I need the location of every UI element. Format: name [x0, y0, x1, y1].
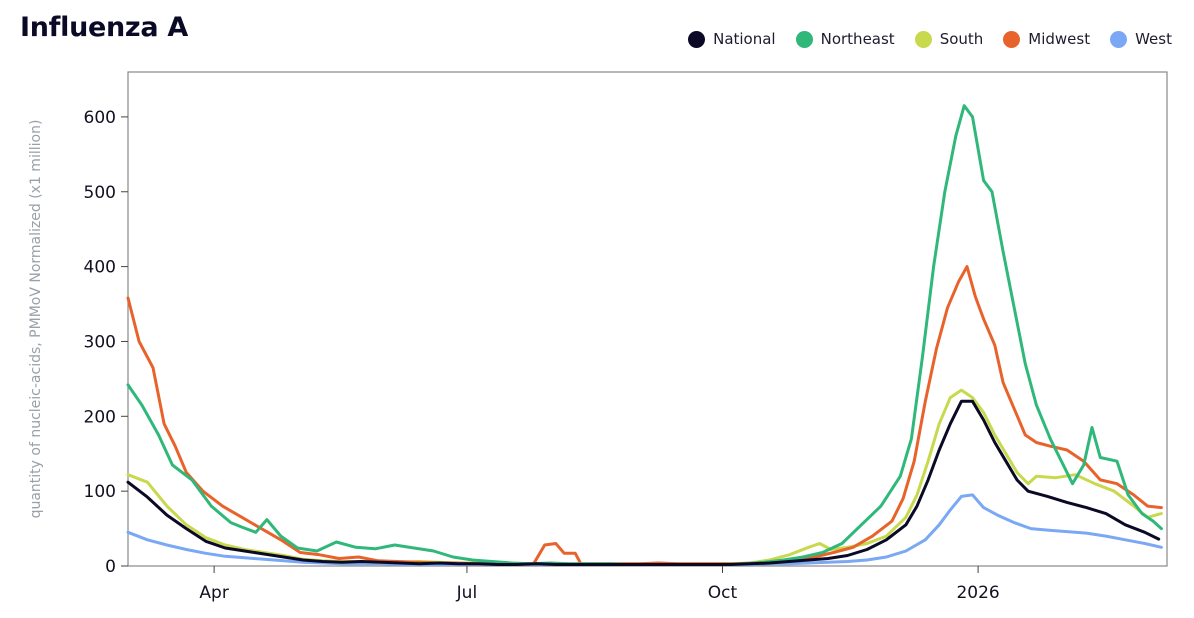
x-tick-label-1: Jul [456, 583, 478, 603]
y-tick-label-0: 0 [105, 557, 116, 577]
x-tick-label-0: Apr [199, 583, 228, 603]
legend-swatch-national [688, 30, 706, 48]
y-tick-label-2: 200 [84, 407, 116, 427]
x-axis: Apr Jul Oct 2026 [199, 566, 1000, 603]
y-axis-label: quantity of nucleic-acids, PMMoV Normali… [28, 120, 44, 519]
legend-item-south[interactable]: South [914, 30, 984, 48]
legend-swatch-west [1110, 30, 1128, 48]
legend-label-national: National [713, 30, 776, 48]
y-tick-label-4: 400 [84, 258, 116, 278]
chart-legend: National Northeast South Midwest West [600, 28, 1172, 50]
x-tick-label-3: 2026 [956, 583, 999, 603]
legend-item-west[interactable]: West [1110, 30, 1172, 48]
legend-item-national[interactable]: National [688, 30, 776, 48]
y-tick-label-3: 300 [84, 332, 116, 352]
y-tick-label-5: 500 [84, 183, 116, 203]
x-tick-label-2: Oct [708, 583, 738, 603]
legend-swatch-midwest [1003, 30, 1021, 48]
series-lines [126, 104, 1163, 566]
series-line-national[interactable] [126, 399, 1161, 566]
legend-label-northeast: Northeast [820, 30, 895, 48]
chart-title: Influenza A [20, 12, 188, 43]
series-line-northeast[interactable] [126, 104, 1163, 566]
y-axis: 0 100 200 300 400 500 600 [84, 108, 128, 577]
legend-label-south: South [939, 30, 984, 48]
legend-label-midwest: Midwest [1028, 30, 1091, 48]
plot-frame [127, 71, 1168, 567]
legend-item-northeast[interactable]: Northeast [795, 30, 895, 48]
legend-label-west: West [1135, 30, 1172, 48]
legend-swatch-south [914, 30, 932, 48]
y-tick-label-6: 600 [84, 108, 116, 128]
legend-swatch-northeast [795, 30, 813, 48]
y-tick-label-1: 100 [84, 482, 116, 502]
legend-item-midwest[interactable]: Midwest [1003, 30, 1090, 48]
